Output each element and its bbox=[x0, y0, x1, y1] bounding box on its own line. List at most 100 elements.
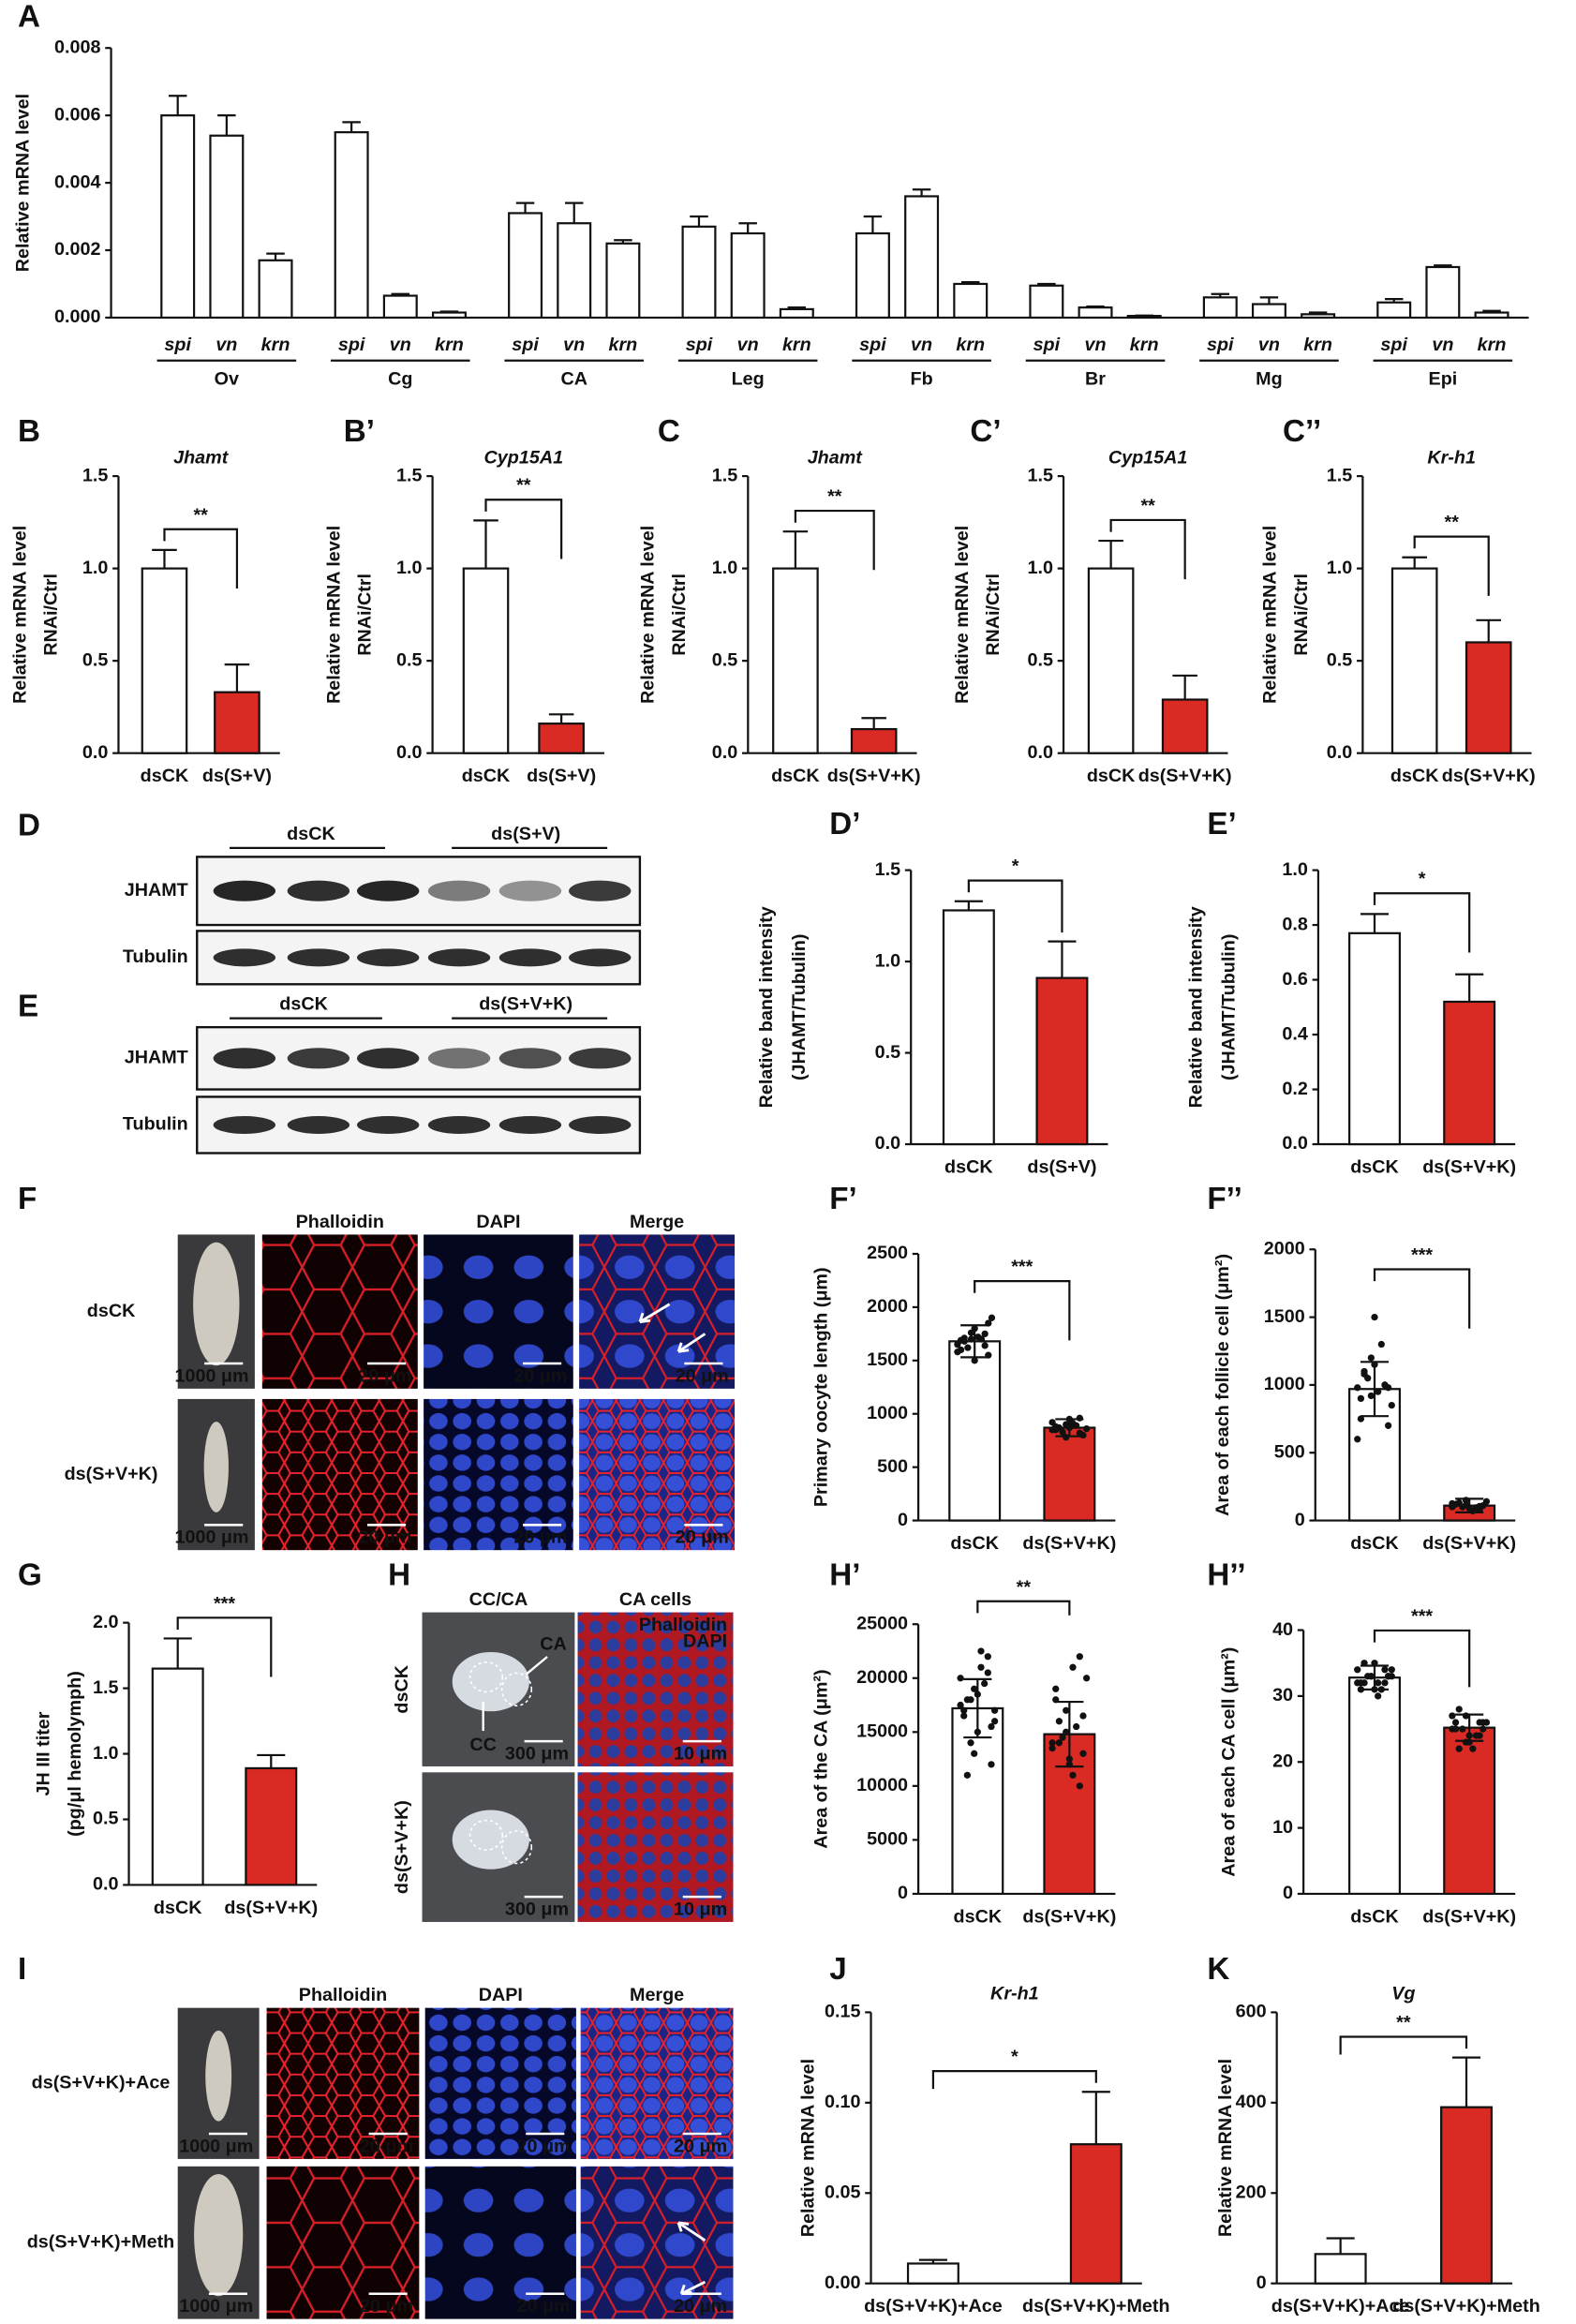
x-tick-label: vn bbox=[911, 335, 932, 355]
panel-letter: D’ bbox=[829, 807, 860, 842]
group-label: Ov bbox=[215, 369, 239, 390]
ca-outline bbox=[500, 1829, 533, 1865]
panel-letter: C bbox=[658, 414, 680, 449]
y-tick-label: 20 bbox=[1272, 1750, 1293, 1771]
y-tick-label: 1500 bbox=[1264, 1306, 1305, 1327]
bar bbox=[1251, 303, 1286, 320]
blot-band bbox=[356, 948, 420, 967]
scale-bar-label: 20 μm bbox=[360, 2136, 413, 2156]
data-point bbox=[1469, 1745, 1477, 1752]
data-point bbox=[1360, 1660, 1368, 1667]
panel-letter: E bbox=[18, 989, 38, 1023]
data-point bbox=[990, 1706, 999, 1714]
bar bbox=[209, 134, 245, 320]
bar bbox=[141, 567, 188, 754]
column-header: DAPI bbox=[476, 1212, 520, 1232]
data-point bbox=[1462, 1712, 1470, 1720]
bar bbox=[431, 311, 467, 320]
annotation: CC bbox=[469, 1735, 497, 1755]
data-point bbox=[1459, 1725, 1466, 1733]
bar bbox=[557, 222, 592, 320]
y-tick-label: 0.2 bbox=[1282, 1079, 1307, 1099]
error-bar bbox=[1434, 264, 1452, 267]
x-tick-label: spi bbox=[1380, 335, 1407, 355]
blot-band bbox=[213, 948, 276, 967]
y-tick-label: 0.4 bbox=[1282, 1023, 1307, 1044]
y-tick-label: 0.5 bbox=[93, 1809, 118, 1829]
significance-bracket bbox=[1109, 518, 1186, 580]
y-tick-label: 1.5 bbox=[875, 859, 900, 880]
y-tick-label: 1.0 bbox=[875, 950, 900, 971]
x-tick-label: vn bbox=[390, 335, 411, 355]
tissue bbox=[452, 1810, 529, 1870]
data-point bbox=[957, 1675, 964, 1682]
data-point bbox=[1476, 1502, 1483, 1511]
significance-label: ** bbox=[1140, 496, 1155, 516]
y-tick-label: 600 bbox=[1236, 2002, 1267, 2022]
x-tick-label: ds(S+V+K)+Meth bbox=[1022, 2296, 1170, 2317]
x-tick-label: krn bbox=[782, 335, 811, 355]
bar bbox=[382, 294, 418, 320]
data-point bbox=[1048, 1419, 1056, 1426]
error-bar bbox=[266, 252, 285, 261]
x-tick-label: spi bbox=[1033, 335, 1061, 355]
blot-band bbox=[213, 880, 276, 901]
error-bar bbox=[342, 121, 361, 133]
bar bbox=[904, 195, 940, 320]
blot-band bbox=[498, 1115, 562, 1134]
x-tick-label: dsCK bbox=[771, 766, 820, 786]
data-point bbox=[1455, 1745, 1463, 1752]
data-point bbox=[1371, 1361, 1378, 1368]
bar bbox=[160, 114, 196, 320]
blot-band bbox=[356, 1115, 420, 1134]
significance-label: *** bbox=[1411, 1606, 1433, 1627]
panel-letter: C’ bbox=[970, 414, 1001, 449]
data-point bbox=[981, 1330, 989, 1338]
scale-bar-label: 20 μm bbox=[676, 1365, 729, 1386]
column-header: Merge bbox=[630, 1985, 684, 2005]
scale-bar-label: 300 μm bbox=[505, 1744, 569, 1765]
panel-letter: B’ bbox=[344, 414, 375, 449]
y-tick-label: 1.0 bbox=[82, 558, 108, 578]
scale-bar-label: 20 μm bbox=[360, 2296, 413, 2317]
y-tick-label: 0 bbox=[898, 1510, 908, 1530]
data-point bbox=[1354, 1666, 1361, 1674]
data-point bbox=[981, 1679, 989, 1688]
y-axis-label: Relative mRNA level bbox=[13, 94, 34, 272]
error-bar bbox=[918, 2258, 947, 2264]
data-point bbox=[1388, 1666, 1395, 1674]
panel-letter: I bbox=[18, 1952, 26, 1987]
bar bbox=[942, 909, 995, 1146]
y-tick-label: 0.0 bbox=[396, 742, 422, 763]
data-point bbox=[1048, 1739, 1056, 1747]
significance-bracket bbox=[967, 879, 1063, 933]
ca-outline bbox=[468, 1819, 504, 1851]
row-label: Tubulin bbox=[123, 1114, 188, 1135]
blot-band bbox=[213, 1115, 276, 1134]
y-tick-label: 0.0 bbox=[875, 1133, 900, 1154]
y-tick-label: 0.15 bbox=[825, 2002, 860, 2022]
data-point bbox=[1052, 1426, 1060, 1434]
x-tick-label: spi bbox=[164, 335, 191, 355]
y-tick-label: 2.0 bbox=[93, 1612, 118, 1632]
scale-bar-label: 10 μm bbox=[674, 1744, 727, 1765]
group-label: Cg bbox=[388, 369, 412, 390]
data-point bbox=[1377, 1686, 1385, 1693]
data-point bbox=[1462, 1497, 1470, 1504]
error-bar bbox=[473, 519, 498, 569]
error-bar bbox=[257, 1753, 286, 1768]
y-tick-label: 1000 bbox=[1264, 1374, 1305, 1394]
data-point bbox=[1371, 1686, 1378, 1693]
scale-bar-label: 20 μm bbox=[358, 1365, 411, 1386]
data-point bbox=[1055, 1739, 1063, 1747]
significance-bracket bbox=[794, 509, 875, 571]
group-label: CA bbox=[560, 369, 587, 390]
scale-bar-label: 20 μm bbox=[513, 1527, 567, 1548]
data-point bbox=[1451, 1719, 1460, 1726]
ovary bbox=[194, 2173, 244, 2297]
data-point bbox=[1079, 1750, 1087, 1757]
panel-letter: F’ bbox=[829, 1182, 857, 1216]
x-tick-label: dsCK bbox=[1390, 766, 1439, 786]
y-tick-label: 10000 bbox=[856, 1775, 908, 1795]
data-point bbox=[1455, 1706, 1463, 1713]
